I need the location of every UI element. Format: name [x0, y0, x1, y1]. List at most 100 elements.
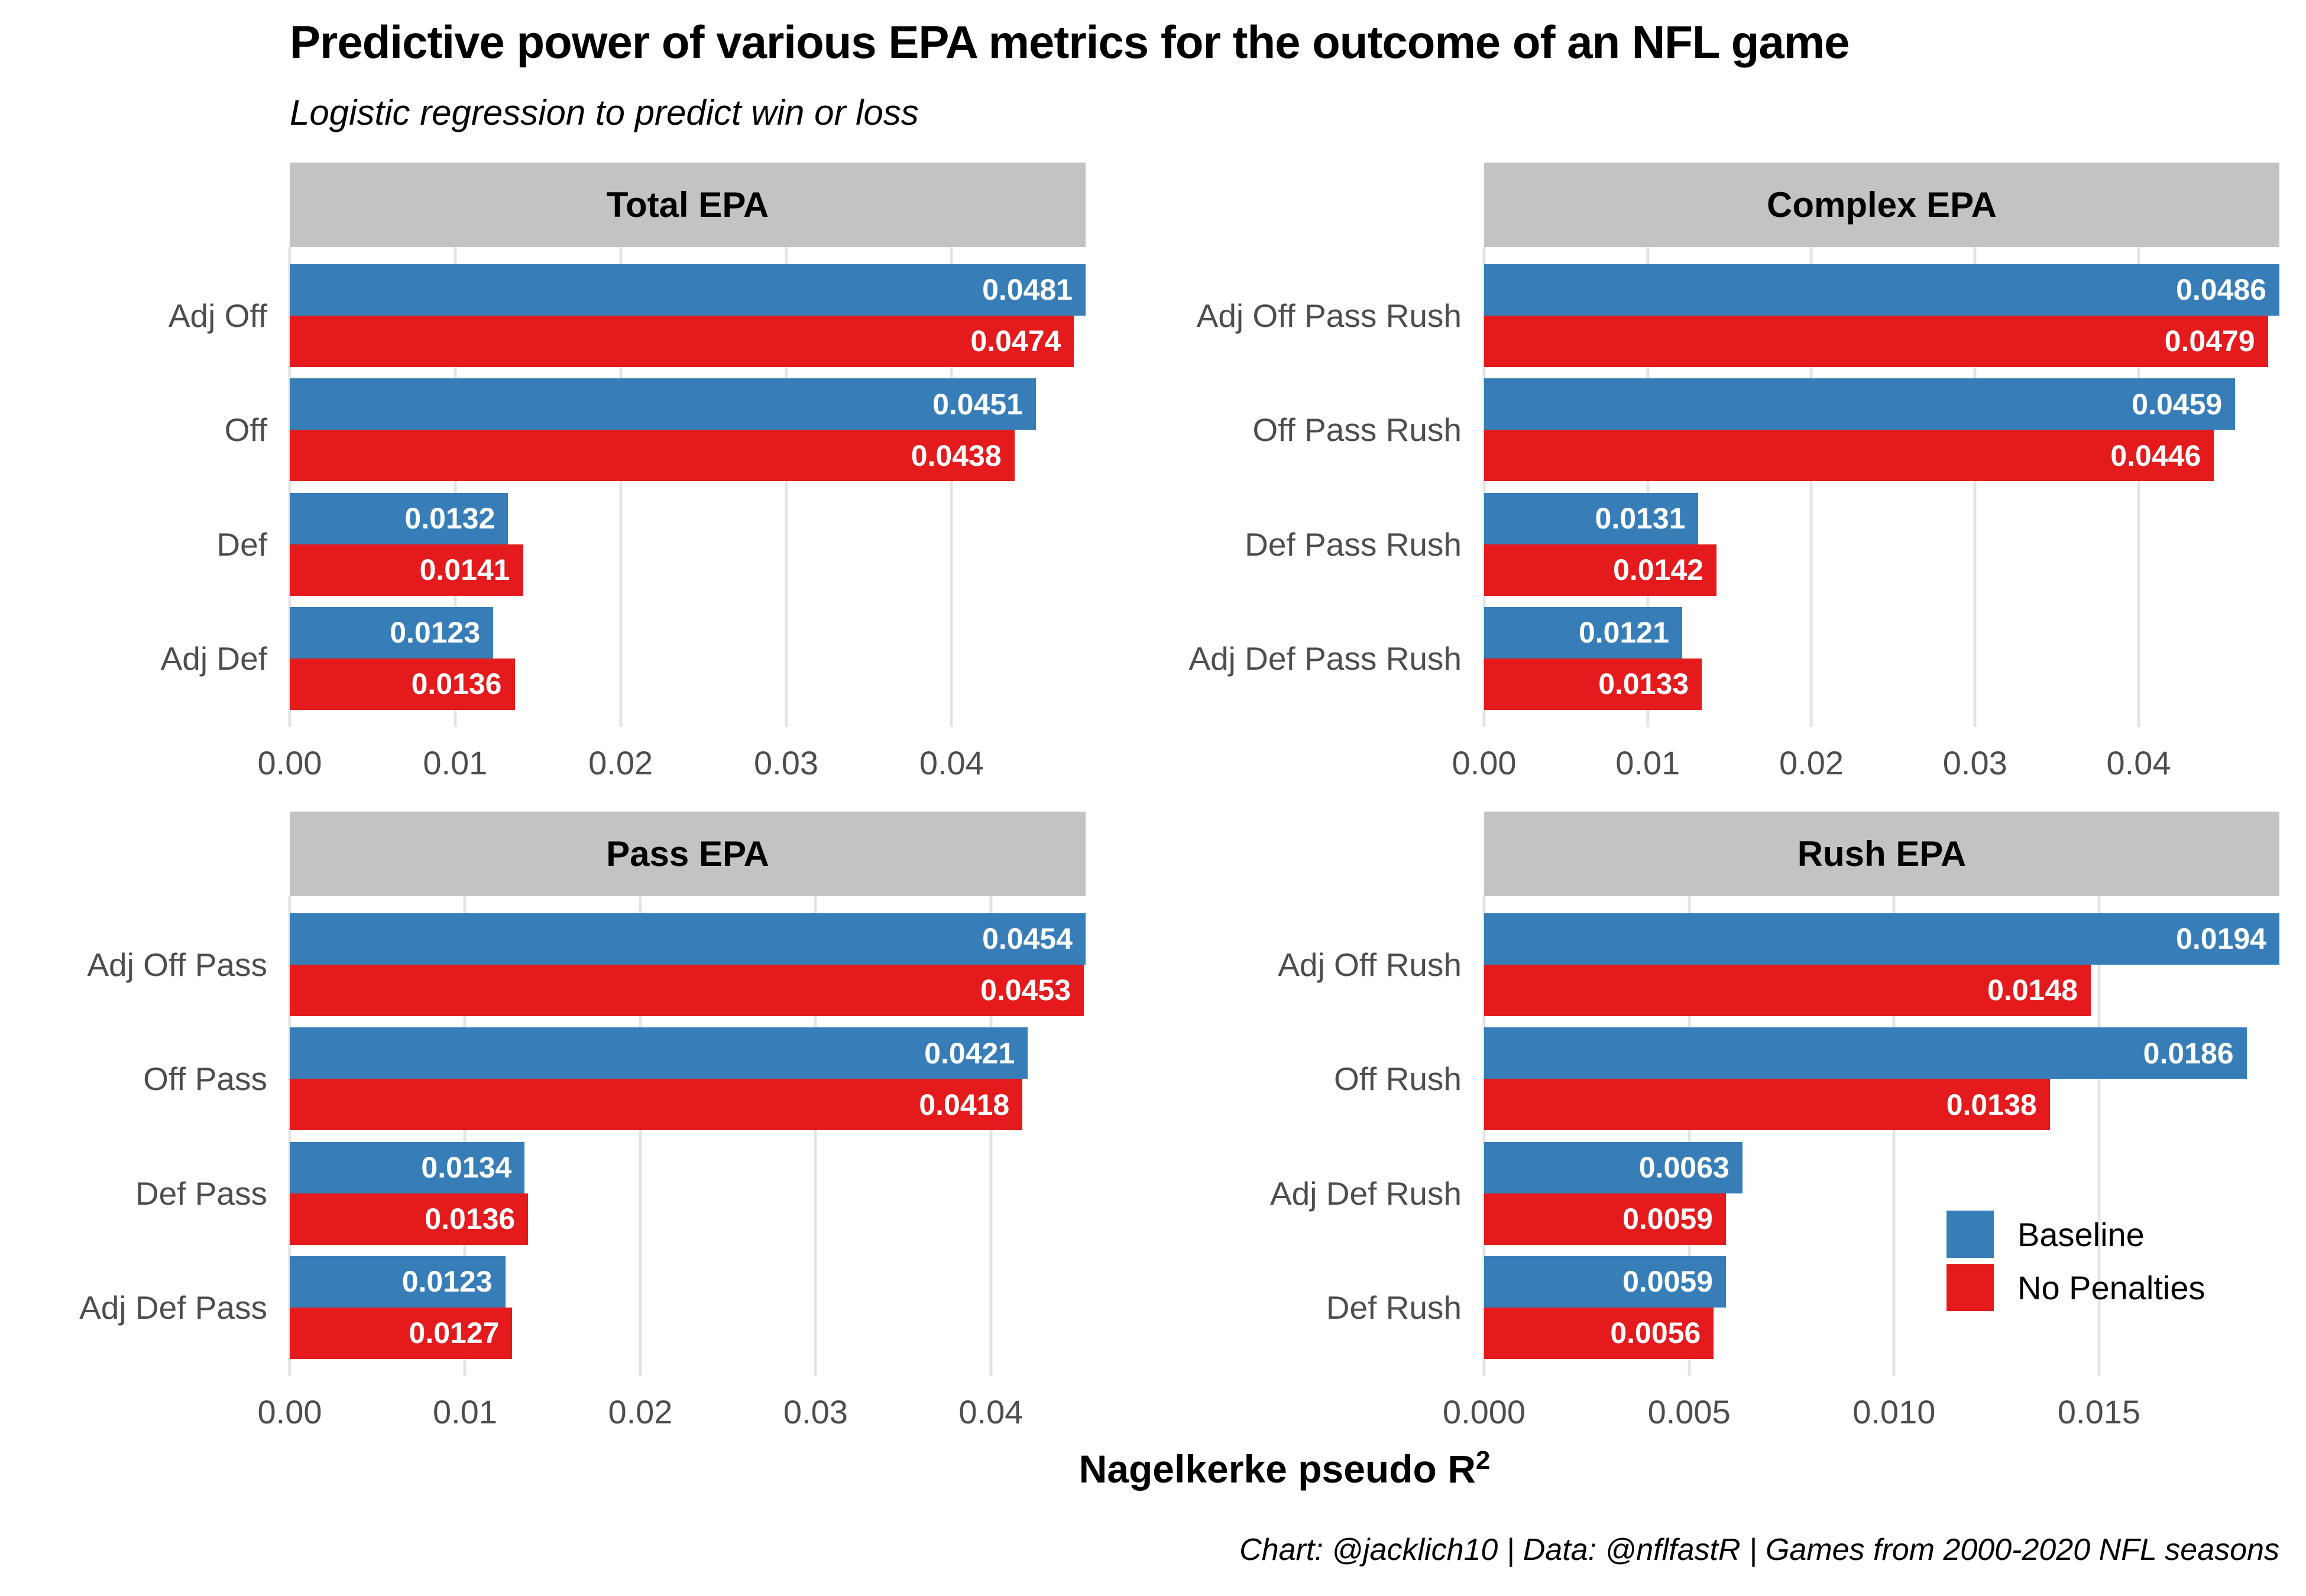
bar-value-label: 0.0121: [1578, 616, 1669, 650]
x-axis-tick-label: 0.04: [919, 744, 984, 781]
y-axis-category-label: Off Pass: [143, 1060, 267, 1098]
bar-value-label: 0.0131: [1595, 502, 1686, 536]
y-axis-category-label: Off Pass Rush: [1252, 411, 1462, 449]
no-penalties-bar: 0.0148: [1484, 965, 2091, 1016]
no-penalties-swatch-icon: [1947, 1264, 1994, 1311]
legend-item-baseline: Baseline: [1947, 1211, 2205, 1258]
x-axis-tick-label: 0.005: [1647, 1393, 1731, 1430]
bar-value-label: 0.0481: [982, 273, 1073, 307]
bar-value-label: 0.0438: [911, 439, 1002, 472]
gridline: [1688, 896, 1691, 1376]
y-axis-category-label: Def Pass Rush: [1245, 525, 1462, 563]
panel-strip: Pass EPA: [290, 812, 1086, 896]
panel-strip: Rush EPA: [1484, 812, 2279, 896]
gridline: [1809, 247, 1813, 727]
panel-plot-area: 0.0194 0.0148 0.0186 0.0138 0.0063 0.0059 0.00…: [1482, 896, 2279, 1376]
x-axis-tick-label: 0.015: [2057, 1393, 2141, 1430]
baseline-bar: 0.0131: [1484, 492, 1699, 544]
facet-complex-epa: Complex EPA 0.0486 0.0479 0.0459 0.0446 0.013…: [1086, 163, 2279, 813]
baseline-bar: 0.0486: [1484, 264, 2279, 316]
panel-strip: Total EPA: [290, 163, 1086, 247]
bar-value-label: 0.0136: [411, 667, 502, 701]
x-axis-tick-label: 0.00: [257, 744, 322, 781]
gridline: [785, 247, 788, 727]
y-axis-category-label: Adj Off: [168, 297, 267, 334]
no-penalties-bar: 0.0418: [290, 1079, 1023, 1131]
gridline: [1482, 896, 1486, 1376]
x-axis-tick-label: 0.000: [1442, 1393, 1526, 1430]
baseline-bar: 0.0186: [1484, 1027, 2247, 1079]
gridline: [463, 896, 467, 1376]
bar-value-label: 0.0063: [1638, 1151, 1730, 1185]
no-penalties-bar: 0.0438: [290, 430, 1015, 482]
gridline: [288, 247, 292, 727]
gridline: [2137, 247, 2140, 727]
no-penalties-bar: 0.0142: [1484, 544, 1716, 596]
legend-label: Baseline: [2017, 1215, 2145, 1253]
y-axis-category-label: Adj Def Rush: [1269, 1175, 1462, 1212]
no-penalties-bar: 0.0133: [1484, 658, 1702, 710]
y-axis-category-label: Off Rush: [1333, 1060, 1462, 1098]
baseline-bar: 0.0132: [290, 492, 509, 544]
chart-subtitle: Logistic regression to predict win or lo…: [290, 93, 919, 132]
bar-value-label: 0.0059: [1622, 1265, 1713, 1299]
panel-strip-label: Complex EPA: [1767, 185, 1997, 225]
panel-strip-label: Rush EPA: [1797, 834, 1967, 874]
gridline: [1892, 896, 1896, 1376]
no-penalties-bar: 0.0056: [1484, 1307, 1714, 1359]
bar-value-label: 0.0474: [970, 325, 1061, 358]
y-axis-category-label: Adj Off Pass Rush: [1196, 297, 1462, 334]
gridline: [288, 896, 292, 1376]
baseline-bar: 0.0454: [290, 913, 1086, 965]
gridline: [814, 896, 817, 1376]
bar-value-label: 0.0123: [390, 616, 481, 650]
bar-value-label: 0.0479: [2164, 325, 2255, 358]
bar-value-label: 0.0421: [924, 1036, 1015, 1070]
gridline: [639, 896, 642, 1376]
panel-strip-label: Pass EPA: [606, 834, 769, 874]
panel-strip-label: Total EPA: [606, 185, 769, 225]
bar-value-label: 0.0148: [1987, 974, 2078, 1007]
no-penalties-bar: 0.0138: [1484, 1079, 2050, 1131]
bar-value-label: 0.0138: [1946, 1088, 2037, 1121]
x-axis-title: Nagelkerke pseudo R2: [1078, 1446, 1491, 1491]
bar-value-label: 0.0136: [425, 1202, 516, 1236]
bar-value-label: 0.0123: [401, 1265, 493, 1299]
bar-value-label: 0.0453: [980, 974, 1071, 1007]
bar-value-label: 0.0059: [1622, 1202, 1713, 1236]
y-axis-category-label: Off: [224, 411, 267, 449]
y-axis-category-label: Def Pass: [135, 1175, 267, 1212]
baseline-bar: 0.0134: [290, 1141, 525, 1193]
no-penalties-bar: 0.0479: [1484, 316, 2268, 367]
gridline: [2097, 896, 2101, 1376]
facet-pass-epa: Pass EPA 0.0454 0.0453 0.0421 0.0418 0.0134 0.…: [0, 812, 1086, 1462]
x-axis-tick-label: 0.01: [423, 744, 488, 781]
gridline: [454, 247, 457, 727]
x-axis-tick-label: 0.00: [257, 1393, 322, 1430]
baseline-bar: 0.0063: [1484, 1141, 1743, 1193]
bar-value-label: 0.0194: [2176, 922, 2266, 956]
baseline-bar: 0.0123: [290, 1256, 506, 1308]
x-axis-tick-label: 0.03: [1942, 744, 2007, 781]
x-axis-tick-label: 0.03: [783, 1393, 848, 1430]
panel-strip: Complex EPA: [1484, 163, 2279, 247]
gridline: [1973, 247, 1977, 727]
y-axis-category-label: Adj Off Rush: [1278, 946, 1462, 983]
panel-plot-area: 0.0481 0.0474 0.0451 0.0438 0.0132 0.0141 0.01…: [288, 247, 1086, 727]
baseline-bar: 0.0059: [1484, 1256, 1726, 1308]
facet-rush-epa: Rush EPA 0.0194 0.0148 0.0186 0.0138 0.0063 0.…: [1086, 812, 2279, 1462]
bar-value-label: 0.0142: [1613, 553, 1703, 587]
baseline-bar: 0.0459: [1484, 378, 2236, 430]
no-penalties-bar: 0.0453: [290, 965, 1084, 1016]
no-penalties-bar: 0.0127: [290, 1307, 513, 1359]
no-penalties-bar: 0.0136: [290, 1193, 529, 1245]
gridline: [1646, 247, 1650, 727]
x-axis-tick-label: 0.010: [1852, 1393, 1936, 1430]
bar-value-label: 0.0486: [2176, 273, 2266, 307]
x-axis-tick-label: 0.04: [2106, 744, 2171, 781]
baseline-bar: 0.0451: [290, 378, 1036, 430]
no-penalties-bar: 0.0474: [290, 316, 1074, 367]
gridline: [619, 247, 623, 727]
x-axis-tick-label: 0.02: [588, 744, 653, 781]
y-axis-category-label: Def: [216, 525, 267, 563]
